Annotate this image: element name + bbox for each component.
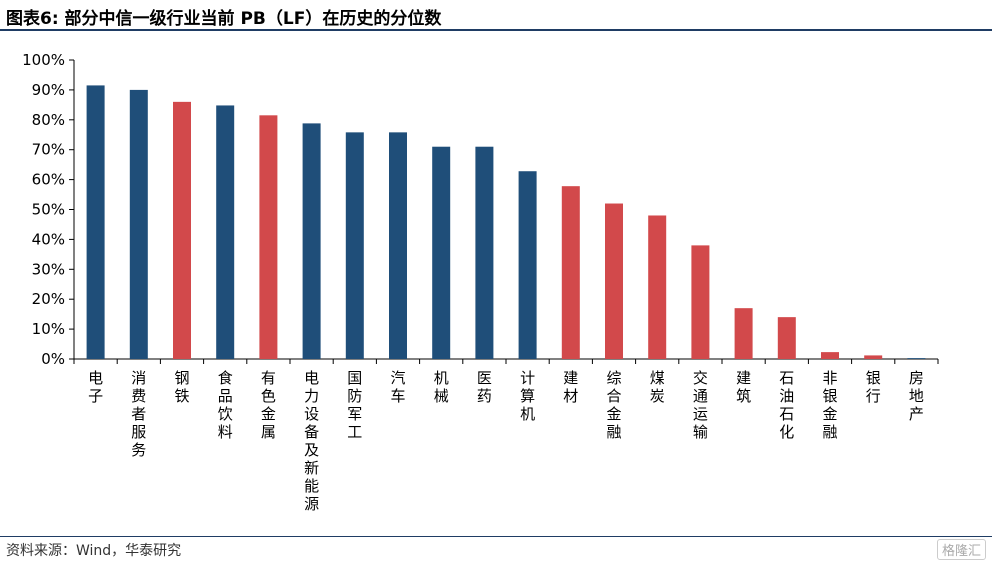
bar — [345, 132, 364, 359]
y-tick-label: 10% — [32, 320, 65, 338]
y-tick-label: 100% — [22, 51, 65, 69]
y-tick-label: 80% — [32, 111, 65, 129]
bar — [821, 352, 839, 359]
category-label: 非银金融 — [822, 369, 837, 441]
y-tick-label: 70% — [32, 141, 65, 159]
bar — [605, 203, 623, 359]
category-label: 石油石化 — [779, 369, 794, 441]
category-label: 医药 — [477, 369, 492, 405]
bar — [216, 105, 235, 359]
category-label: 煤炭 — [650, 369, 665, 405]
bar-chart: 0% 10% 20% 30% 40% 50% 60% 70% 80% 90% 100% 电子 消费者服务… — [22, 51, 939, 513]
watermark: 格隆汇 — [936, 539, 986, 560]
bar — [86, 85, 105, 359]
bar — [734, 308, 753, 359]
category-label: 机械 — [434, 369, 449, 405]
bar — [691, 245, 710, 359]
category-label: 建筑 — [736, 369, 751, 405]
chart-title: 图表6: 部分中信一级行业当前 PB（LF）在历史的分位数 — [6, 9, 442, 29]
bar — [777, 317, 796, 359]
bar — [864, 355, 883, 359]
bar — [518, 171, 537, 359]
category-label: 国防军工 — [347, 369, 362, 441]
category-label: 电子 — [88, 369, 103, 405]
category-label: 食品饮料 — [218, 369, 233, 441]
bar — [259, 115, 278, 359]
category-label: 房地产 — [909, 369, 924, 423]
y-tick-label: 20% — [32, 290, 65, 308]
bar — [389, 132, 407, 359]
bar — [432, 146, 451, 359]
category-label: 交通运输 — [693, 369, 708, 441]
bar — [907, 358, 926, 359]
bar — [648, 215, 667, 359]
category-label: 建材 — [563, 369, 578, 405]
category-label: 消费者服务 — [131, 369, 146, 459]
y-tick-label: 50% — [32, 201, 65, 219]
bar — [561, 186, 580, 359]
top-rule — [0, 29, 992, 31]
bar — [302, 123, 321, 359]
category-label: 计算机 — [520, 369, 535, 423]
title-bar: 图表6: 部分中信一级行业当前 PB（LF）在历史的分位数 — [0, 0, 992, 30]
source-note: 资料来源：Wind，华泰研究 — [6, 543, 182, 559]
category-label: 综合金融 — [606, 369, 621, 441]
bar — [475, 146, 494, 359]
category-label: 有色金属 — [261, 369, 276, 441]
bar — [129, 89, 148, 360]
y-tick-label: 60% — [32, 171, 65, 189]
y-tick-label: 40% — [32, 230, 65, 248]
y-tick-label: 90% — [32, 81, 65, 99]
category-label: 电力设备及新能源 — [304, 369, 319, 513]
y-tick-label: 0% — [41, 350, 65, 368]
category-label: 汽车 — [390, 369, 405, 405]
bar — [173, 101, 191, 360]
category-label: 钢铁 — [174, 369, 189, 405]
category-label: 银行 — [866, 369, 881, 405]
y-tick-label: 30% — [32, 260, 65, 278]
bottom-rule — [0, 536, 992, 537]
